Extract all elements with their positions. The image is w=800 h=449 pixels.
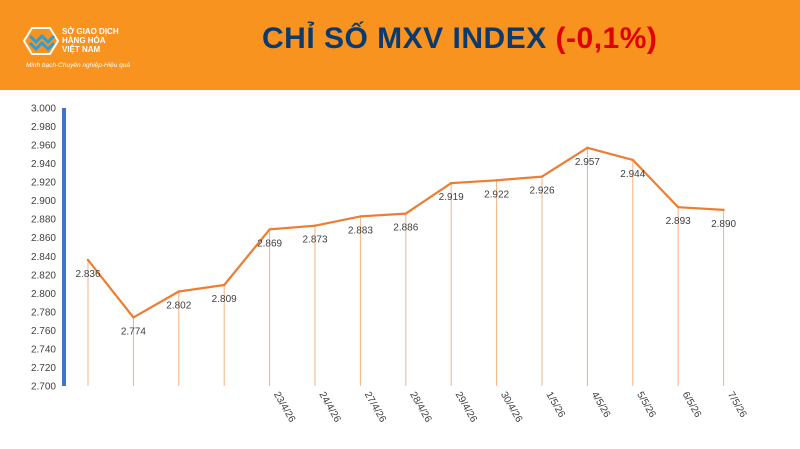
y-tick-label: 2.860 <box>31 233 56 244</box>
data-label: 2.802 <box>166 300 191 311</box>
data-point <box>631 158 634 162</box>
change-percent: (-0,1%) <box>555 22 658 55</box>
data-point <box>586 146 589 150</box>
y-tick-label: 2.740 <box>31 344 56 355</box>
y-tick-label: 2.720 <box>31 363 56 374</box>
x-tick-label: 28/4/26 <box>407 390 433 425</box>
y-tick-label: 2.760 <box>31 326 56 337</box>
data-label: 2.922 <box>484 189 509 200</box>
line-chart: 2.700 2.720 2.740 2.760 2.780 2.800 2.820 2.840… <box>31 104 749 425</box>
data-point <box>313 224 317 227</box>
y-tick-label: 3.000 <box>31 104 56 115</box>
data-point <box>132 316 135 319</box>
y-tick-label: 2.700 <box>31 382 56 393</box>
data-label: 2.809 <box>212 294 237 305</box>
y-tick-label: 2.920 <box>31 178 56 189</box>
y-tick-label: 2.820 <box>31 270 56 281</box>
data-label: 2.919 <box>439 192 464 203</box>
data-label: 2.836 <box>75 269 100 280</box>
data-point <box>722 208 725 212</box>
data-label: 2.873 <box>302 235 327 246</box>
logo-text: SỞ GIAO DỊCH HÀNG HÓA VIỆT NAM <box>62 27 119 54</box>
x-tick-label: 27/4/26 <box>362 390 388 425</box>
data-point <box>359 215 362 218</box>
data-point <box>86 258 90 262</box>
x-tick-label: 30/4/26 <box>498 390 524 425</box>
data-point <box>404 212 407 215</box>
data-label: 2.957 <box>575 157 600 168</box>
y-tick-label: 2.940 <box>31 159 56 170</box>
title-text: CHỈ SỐ MXV INDEX <box>262 22 556 55</box>
y-tick-label: 2.980 <box>31 122 56 133</box>
y-tick-label: 2.900 <box>31 196 56 207</box>
x-tick-label: 23/4/26 <box>271 390 297 425</box>
logo-line: HÀNG HÓA <box>62 36 106 45</box>
data-label: 2.944 <box>620 169 645 180</box>
data-label: 2.774 <box>121 326 146 337</box>
x-tick-label: 4/5/26 <box>589 390 613 420</box>
page-title: CHỈ SỐ MXV INDEX (-0,1%) <box>262 22 657 56</box>
data-point <box>268 228 271 231</box>
x-tick-label: 6/5/26 <box>680 390 704 420</box>
x-tick-label: 1/5/26 <box>543 390 567 420</box>
y-tick-label: 2.780 <box>31 307 56 318</box>
y-tick-label: 2.960 <box>31 141 56 152</box>
data-label: 2.883 <box>348 225 373 236</box>
y-tick-label: 2.800 <box>31 289 56 300</box>
logo-line: VIỆT NAM <box>62 45 101 54</box>
logo-slogan: Minh bạch-Chuyên nghiệp-Hiệu quả <box>26 62 131 69</box>
x-tick-label: 24/4/26 <box>316 390 342 425</box>
data-label: 2.893 <box>666 216 691 227</box>
logo-line: SỞ GIAO DỊCH <box>62 27 119 36</box>
data-point <box>177 290 180 293</box>
hexagon-logo-icon <box>22 27 60 55</box>
x-tick-label: 29/4/26 <box>453 390 479 425</box>
data-label: 2.886 <box>393 223 418 234</box>
y-tick-label: 2.880 <box>31 215 56 226</box>
y-axis <box>62 108 66 386</box>
data-point <box>495 179 498 182</box>
header-banner: SỞ GIAO DỊCH HÀNG HÓA VIỆT NAM Minh bạch… <box>0 0 800 90</box>
data-label: 2.890 <box>711 219 736 230</box>
data-point <box>540 175 544 178</box>
x-tick-label: 7/5/26 <box>725 390 749 420</box>
data-point <box>677 205 680 209</box>
data-point <box>450 181 453 185</box>
x-tick-label: 5/5/26 <box>634 390 658 420</box>
y-tick-label: 2.840 <box>31 252 56 263</box>
data-label: 2.869 <box>257 238 282 249</box>
data-point <box>223 283 226 287</box>
data-label: 2.926 <box>529 186 554 197</box>
